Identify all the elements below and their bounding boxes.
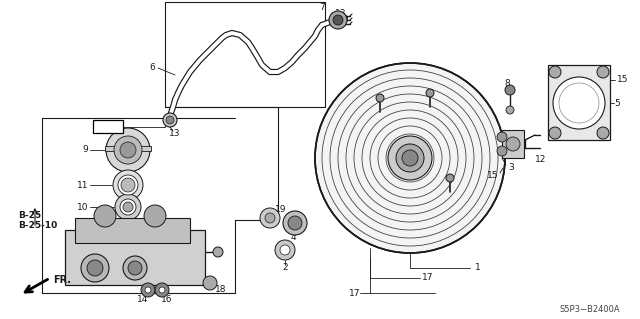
Circle shape bbox=[203, 276, 217, 290]
Circle shape bbox=[549, 66, 561, 78]
Circle shape bbox=[106, 128, 150, 172]
Text: 4: 4 bbox=[290, 234, 296, 242]
Circle shape bbox=[123, 256, 147, 280]
Text: 6: 6 bbox=[149, 63, 155, 72]
Circle shape bbox=[121, 178, 135, 192]
Text: S5P3−B2400A: S5P3−B2400A bbox=[559, 306, 620, 315]
Circle shape bbox=[597, 127, 609, 139]
Circle shape bbox=[376, 94, 384, 102]
Circle shape bbox=[396, 144, 424, 172]
Circle shape bbox=[128, 261, 142, 275]
Bar bbox=[105, 146, 151, 151]
Text: 8: 8 bbox=[504, 78, 510, 87]
Text: 14: 14 bbox=[138, 295, 148, 305]
Circle shape bbox=[118, 175, 138, 195]
Text: 13: 13 bbox=[169, 129, 180, 137]
Text: 2: 2 bbox=[282, 263, 288, 272]
Text: 1: 1 bbox=[475, 263, 481, 272]
Text: B-25-10: B-25-10 bbox=[18, 220, 57, 229]
Circle shape bbox=[163, 113, 177, 127]
Circle shape bbox=[426, 89, 434, 97]
Circle shape bbox=[388, 136, 432, 180]
Text: B-25: B-25 bbox=[18, 211, 41, 219]
Circle shape bbox=[81, 254, 109, 282]
Circle shape bbox=[283, 211, 307, 235]
Circle shape bbox=[329, 11, 347, 29]
Bar bbox=[502, 130, 524, 158]
Text: 12: 12 bbox=[535, 155, 547, 165]
Circle shape bbox=[315, 63, 505, 253]
Circle shape bbox=[333, 15, 343, 25]
Circle shape bbox=[113, 170, 143, 200]
Circle shape bbox=[497, 132, 507, 142]
Circle shape bbox=[597, 66, 609, 78]
Circle shape bbox=[288, 216, 302, 230]
Bar bbox=[65, 230, 205, 285]
Text: 10: 10 bbox=[77, 203, 88, 211]
Bar bbox=[548, 65, 610, 140]
Circle shape bbox=[166, 116, 174, 124]
Text: 3: 3 bbox=[508, 164, 514, 173]
Circle shape bbox=[275, 240, 295, 260]
Circle shape bbox=[144, 205, 166, 227]
Text: 19: 19 bbox=[275, 205, 287, 214]
Bar bbox=[165, 2, 325, 107]
Circle shape bbox=[94, 205, 116, 227]
Text: FR.: FR. bbox=[53, 275, 71, 285]
Text: 16: 16 bbox=[161, 295, 173, 305]
Circle shape bbox=[506, 137, 520, 151]
Circle shape bbox=[114, 136, 142, 164]
Text: 5: 5 bbox=[614, 99, 620, 108]
Text: 9: 9 bbox=[83, 145, 88, 154]
Text: 15: 15 bbox=[617, 76, 628, 85]
Text: 7: 7 bbox=[319, 4, 325, 12]
Text: 13: 13 bbox=[335, 9, 346, 18]
Bar bbox=[93, 120, 123, 133]
Circle shape bbox=[87, 260, 103, 276]
Circle shape bbox=[505, 85, 515, 95]
Circle shape bbox=[115, 194, 141, 220]
Circle shape bbox=[123, 202, 133, 212]
Text: 11: 11 bbox=[77, 181, 88, 189]
Circle shape bbox=[141, 283, 155, 297]
Circle shape bbox=[402, 150, 418, 166]
Circle shape bbox=[120, 199, 136, 215]
Circle shape bbox=[280, 245, 290, 255]
Bar bbox=[75, 218, 190, 243]
Circle shape bbox=[260, 208, 280, 228]
Circle shape bbox=[265, 213, 275, 223]
Text: 17: 17 bbox=[349, 288, 360, 298]
Circle shape bbox=[213, 247, 223, 257]
Text: 15: 15 bbox=[486, 170, 498, 180]
Circle shape bbox=[497, 146, 507, 156]
Circle shape bbox=[549, 127, 561, 139]
Text: 17: 17 bbox=[422, 273, 434, 283]
Circle shape bbox=[159, 287, 165, 293]
Circle shape bbox=[446, 174, 454, 182]
Circle shape bbox=[145, 287, 151, 293]
Circle shape bbox=[155, 283, 169, 297]
Text: 18: 18 bbox=[215, 286, 227, 294]
Circle shape bbox=[120, 142, 136, 158]
Circle shape bbox=[506, 106, 514, 114]
Circle shape bbox=[553, 77, 605, 129]
Text: E-3: E-3 bbox=[100, 122, 116, 131]
